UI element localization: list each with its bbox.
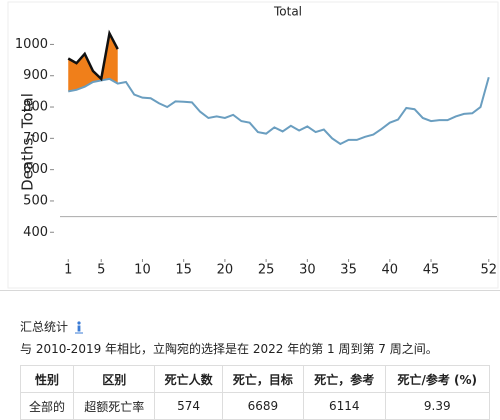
header-cell: 性别 [19, 365, 75, 393]
chart-title: Total [273, 5, 302, 19]
x-tick-label: 45 [423, 263, 440, 278]
x-tick-label: 10 [134, 263, 151, 278]
summary-title: 汇总统计 [20, 320, 69, 334]
table-cell: 6114 [303, 392, 386, 420]
x-tick-label: 52 [480, 263, 497, 278]
separator [0, 290, 500, 291]
header-row: 性别 区别 死亡人数 死亡，目标 死亡，参考 死亡/参考 (%) [19, 365, 490, 393]
y-tick-label: 900 [23, 68, 48, 83]
table-cell: 9.39 [384, 392, 490, 420]
x-tick-label: 1 [64, 263, 72, 278]
excess-area [68, 33, 118, 92]
x-tick-label: 5 [97, 263, 105, 278]
y-tick-label: 600 [23, 162, 48, 177]
y-tick-label: 500 [23, 193, 48, 208]
table-cell: 6689 [221, 392, 305, 420]
table-cell: 全部的 [19, 392, 75, 420]
chart-frame [7, 1, 499, 289]
header-cell: 死亡，参考 [303, 365, 386, 393]
summary-table: 性别 区别 死亡人数 死亡，目标 死亡，参考 死亡/参考 (%) 全部的 超额死亡率 574 6… [19, 365, 490, 420]
header-cell: 死亡人数 [154, 365, 223, 393]
header-cell: 死亡/参考 (%) [384, 365, 490, 393]
summary-text: 与 2010-2019 年相比，立陶宛的选择是在 2022 年的第 1 周到第 … [20, 342, 438, 356]
x-tick-label: 25 [258, 263, 275, 278]
x-tick-label: 35 [340, 263, 357, 278]
y-tick-label: 400 [23, 225, 48, 240]
series-line [68, 77, 490, 146]
x-tick-label: 30 [299, 263, 316, 278]
header-cell: 区别 [73, 365, 156, 393]
series-line [67, 29, 119, 82]
y-tick-label: 1000 [15, 37, 48, 52]
table-cell: 超额死亡率 [73, 392, 156, 420]
x-tick-label: 20 [217, 263, 234, 278]
x-tick-label: 40 [382, 263, 399, 278]
summary-heading: 汇总统计 [20, 318, 84, 335]
x-tick-label: 15 [175, 263, 192, 278]
info-icon[interactable] [74, 320, 84, 334]
chart: Total Deaths, Total 400 500 600 700 800 900 10… [7, 1, 499, 289]
y-axis-label: Deaths, Total [19, 93, 37, 191]
header-cell: 死亡，目标 [221, 365, 305, 393]
y-tick-label: 700 [23, 131, 48, 146]
y-tick-label: 800 [23, 100, 48, 115]
table-cell: 574 [154, 392, 223, 420]
table-row: 全部的 超额死亡率 574 6689 6114 9.39 [19, 392, 490, 420]
